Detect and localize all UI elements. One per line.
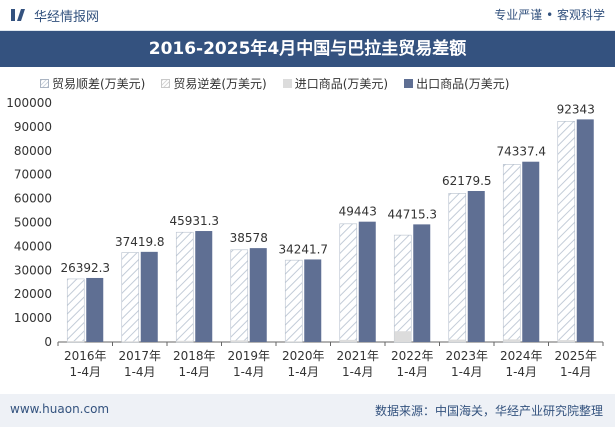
legend-swatch-import xyxy=(282,78,292,88)
legend-item-export[interactable]: 出口商品(万美元) xyxy=(404,75,510,92)
bar-import[interactable] xyxy=(230,340,248,342)
data-label: 34241.7 xyxy=(278,242,328,256)
legend-label-export: 出口商品(万美元) xyxy=(416,76,510,91)
data-label: 62179.5 xyxy=(442,174,492,188)
bar-surplus[interactable] xyxy=(121,252,140,343)
data-label: 45931.3 xyxy=(169,214,219,228)
legend-swatch-surplus xyxy=(40,78,49,88)
bar-export[interactable] xyxy=(140,251,158,342)
y-tick-label: 20000 xyxy=(14,287,52,301)
bar-import[interactable] xyxy=(67,341,85,342)
y-tick-label: 40000 xyxy=(14,239,52,253)
y-tick-label: 70000 xyxy=(14,168,52,182)
x-tick-label: 1-4月 xyxy=(342,365,374,379)
legend-item-surplus[interactable]: 贸易顺差(万美元) xyxy=(40,75,145,92)
x-tick-label: 1-4月 xyxy=(287,365,319,379)
bar-surplus[interactable] xyxy=(448,193,467,343)
data-label: 37419.8 xyxy=(115,235,165,249)
x-tick-label: 2023年 xyxy=(445,349,488,363)
bar-import[interactable] xyxy=(557,340,575,342)
bar-surplus[interactable] xyxy=(393,234,412,343)
data-label: 92343 xyxy=(557,102,595,116)
data-label: 26392.3 xyxy=(60,261,110,275)
y-tick-label: 30000 xyxy=(14,263,52,277)
site-link[interactable]: www.huaon.com xyxy=(10,402,110,416)
x-tick-label: 1-4月 xyxy=(178,365,210,379)
bar-export[interactable] xyxy=(522,161,540,342)
y-tick-label: 100000 xyxy=(6,96,52,110)
bar-export[interactable] xyxy=(358,221,376,342)
brand[interactable]: 华经情报网 xyxy=(10,6,100,25)
x-tick-label: 2016年 xyxy=(64,349,107,363)
footer: www.huaon.com 数据来源：中国海关，华经产业研究院整理 xyxy=(0,394,615,427)
data-label: 44715.3 xyxy=(387,207,437,221)
x-tick-label: 1-4月 xyxy=(396,365,428,379)
y-tick-label: 60000 xyxy=(14,192,52,206)
bar-export[interactable] xyxy=(249,248,267,342)
x-tick-label: 2025年 xyxy=(554,349,597,363)
bar-chart: 0 10000 20000 30000 40000 50000 60000 70000 8000… xyxy=(6,96,604,379)
bar-surplus[interactable] xyxy=(175,231,194,343)
x-tick-label: 2018年 xyxy=(173,349,216,363)
bar-import[interactable] xyxy=(448,339,466,342)
bar-export[interactable] xyxy=(467,191,485,342)
bar-import[interactable] xyxy=(121,341,139,342)
data-label: 38578 xyxy=(230,231,268,245)
tagline: 专业严谨 • 客观科学 xyxy=(494,8,605,22)
bar-import[interactable] xyxy=(285,341,303,342)
legend-item-deficit[interactable]: 贸易逆差(万美元) xyxy=(161,75,267,92)
legend-label-deficit: 贸易逆差(万美元) xyxy=(173,76,267,91)
chart-title: 2016-2025年4月中国与巴拉圭贸易差额 xyxy=(0,31,615,67)
legend-label-surplus: 贸易顺差(万美元) xyxy=(52,76,146,91)
legend-item-import[interactable]: 进口商品(万美元) xyxy=(282,75,389,92)
data-label: 74337.4 xyxy=(496,145,546,159)
x-tick-label: 1-4月 xyxy=(560,365,592,379)
x-tick-label: 2021年 xyxy=(336,349,379,363)
bar-import[interactable] xyxy=(176,340,194,342)
x-tick-label: 1-4月 xyxy=(69,365,101,379)
bar-surplus[interactable] xyxy=(557,121,576,343)
x-tick-label: 2020年 xyxy=(282,349,325,363)
y-tick-label: 50000 xyxy=(14,216,52,230)
x-tick-label: 2019年 xyxy=(227,349,270,363)
y-tick-label: 10000 xyxy=(14,311,52,325)
data-source: 数据来源：中国海关，华经产业研究院整理 xyxy=(374,404,603,418)
y-tick-label: 80000 xyxy=(14,144,52,158)
bar-export[interactable] xyxy=(413,224,431,342)
bar-import[interactable] xyxy=(503,339,521,342)
bar-surplus[interactable] xyxy=(502,164,521,343)
x-tick-label: 1-4月 xyxy=(233,365,265,379)
x-tick-label: 1-4月 xyxy=(124,365,156,379)
y-tick-label: 0 xyxy=(44,335,52,349)
legend-swatch-deficit xyxy=(161,78,171,88)
legend-swatch-export xyxy=(404,78,414,88)
huajing-logo-icon xyxy=(11,9,25,21)
legend-label-import: 进口商品(万美元) xyxy=(294,76,389,91)
chart-legend: 贸易顺差(万美元) 贸易逆差(万美元) 进口商品(万美元) 出口商品(万美元) xyxy=(40,74,600,92)
y-tick-label: 90000 xyxy=(14,120,52,134)
top-bar: 华经情报网 专业严谨 • 客观科学 xyxy=(0,0,615,31)
bar-export[interactable] xyxy=(304,259,322,342)
bar-export[interactable] xyxy=(86,277,104,342)
bar-surplus[interactable] xyxy=(339,223,358,343)
bar-import[interactable] xyxy=(394,331,412,342)
bar-surplus[interactable] xyxy=(230,249,249,343)
x-tick-label: 1-4月 xyxy=(451,365,483,379)
data-label: 49443 xyxy=(339,205,377,219)
bar-import[interactable] xyxy=(339,339,357,342)
brand-name: 华经情报网 xyxy=(34,9,100,25)
bar-export[interactable] xyxy=(576,119,594,342)
x-tick-label: 2017年 xyxy=(118,349,161,363)
bar-export[interactable] xyxy=(195,231,213,342)
x-tick-label: 2024年 xyxy=(500,349,543,363)
bar-surplus[interactable] xyxy=(66,278,85,343)
bar-surplus[interactable] xyxy=(284,259,303,343)
x-tick-label: 1-4月 xyxy=(505,365,537,379)
x-tick-label: 2022年 xyxy=(391,349,434,363)
